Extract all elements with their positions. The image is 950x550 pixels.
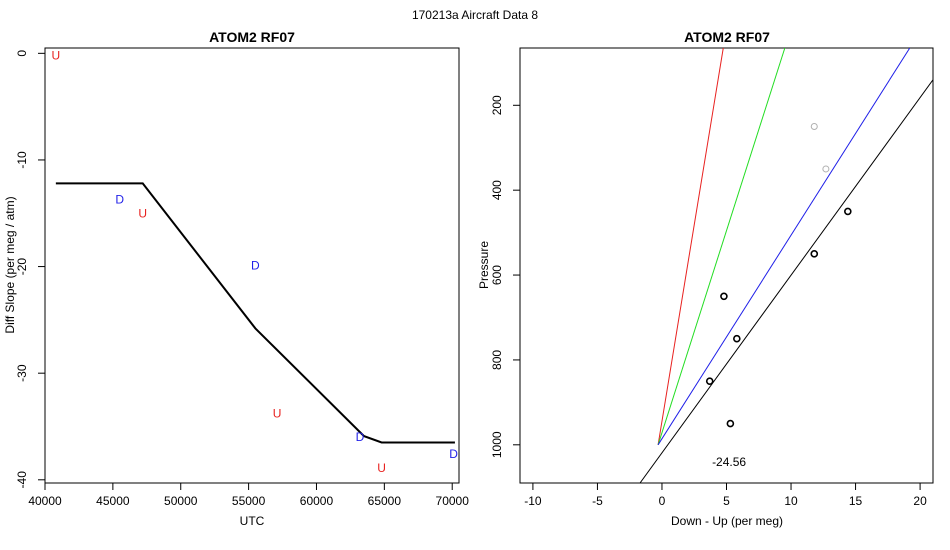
right-chart-title: ATOM2 RF07 <box>684 29 770 45</box>
right-x-axis-label: Down - Up (per meg) <box>671 514 783 528</box>
right-annotation: -24.56 <box>712 455 746 469</box>
left-point-D: D <box>251 259 260 273</box>
left-chart-panel: ATOM2 RF07 40000 45000 50000 55000 60000 6500… <box>3 29 469 528</box>
right-y-tick-label: 200 <box>490 95 504 115</box>
right-x-tick-label: 10 <box>784 494 798 508</box>
right-x-tick-label: 5 <box>723 494 730 508</box>
right-x-tick-label: 15 <box>849 494 863 508</box>
left-point-U: U <box>138 206 147 220</box>
right-y-axis-label: Pressure <box>477 241 491 289</box>
right-point <box>844 207 852 216</box>
right-y-tick-label: 600 <box>490 265 504 285</box>
right-y-tick-label: 400 <box>490 180 504 200</box>
left-y-tick-label: -40 <box>15 471 29 489</box>
left-point-U: U <box>377 461 386 475</box>
right-fit-line-red <box>657 48 724 445</box>
left-point-U: U <box>52 48 61 62</box>
right-plot-frame <box>519 47 934 484</box>
right-fit-line-black <box>639 79 933 483</box>
right-point <box>733 334 741 343</box>
left-series-line <box>55 182 455 444</box>
right-x-tick-label: -10 <box>524 494 542 508</box>
right-point <box>720 292 728 301</box>
left-x-tick-label: 60000 <box>300 494 334 508</box>
left-x-tick-label: 55000 <box>232 494 266 508</box>
left-x-axis: 40000 45000 50000 55000 60000 65000 70000 <box>28 483 469 508</box>
right-y-tick-label: 800 <box>490 350 504 370</box>
right-x-tick-label: 20 <box>913 494 927 508</box>
right-x-axis: -10 -5 0 5 10 15 20 <box>524 483 927 508</box>
right-point <box>810 123 818 131</box>
right-point <box>810 250 819 258</box>
left-y-tick-label: -20 <box>15 258 29 276</box>
right-point <box>822 165 830 173</box>
left-y-axis: 0 -10 -20 -30 -40 <box>15 50 45 489</box>
left-plot-frame <box>44 47 460 484</box>
left-x-tick-label: 65000 <box>368 494 402 508</box>
right-lines-layer <box>639 48 933 483</box>
right-point <box>705 377 714 385</box>
left-y-axis-label: Diff Slope (per meg / atm) <box>3 196 17 333</box>
left-series-layer <box>55 182 455 444</box>
figure-supertitle: 170213a Aircraft Data 8 <box>412 8 538 22</box>
left-point-D: D <box>115 192 124 206</box>
right-x-tick-label: -5 <box>592 494 603 508</box>
right-point <box>726 419 735 428</box>
left-x-tick-label: 50000 <box>164 494 198 508</box>
left-x-axis-label: UTC <box>240 514 265 528</box>
right-fit-line-green <box>657 48 786 445</box>
left-y-tick-label: -10 <box>15 151 29 169</box>
right-chart-panel: ATOM2 RF07 -10 -5 0 5 10 15 20 200 400 600 800 100… <box>477 29 934 528</box>
left-point-D: D <box>356 430 365 444</box>
left-x-tick-label: 45000 <box>96 494 130 508</box>
right-x-tick-label: 0 <box>659 494 666 508</box>
left-chart-title: ATOM2 RF07 <box>209 29 295 45</box>
right-y-axis: 200 400 600 800 1000 <box>490 95 520 458</box>
right-points-layer <box>705 123 852 428</box>
right-fit-line-blue <box>657 48 911 446</box>
left-y-tick-label: -30 <box>15 364 29 382</box>
left-x-tick-label: 70000 <box>436 494 470 508</box>
right-y-tick-label: 1000 <box>490 431 504 458</box>
left-y-tick-label: 0 <box>15 50 29 57</box>
left-point-D: D <box>449 447 458 461</box>
left-x-tick-label: 40000 <box>28 494 62 508</box>
left-point-U: U <box>273 407 282 421</box>
